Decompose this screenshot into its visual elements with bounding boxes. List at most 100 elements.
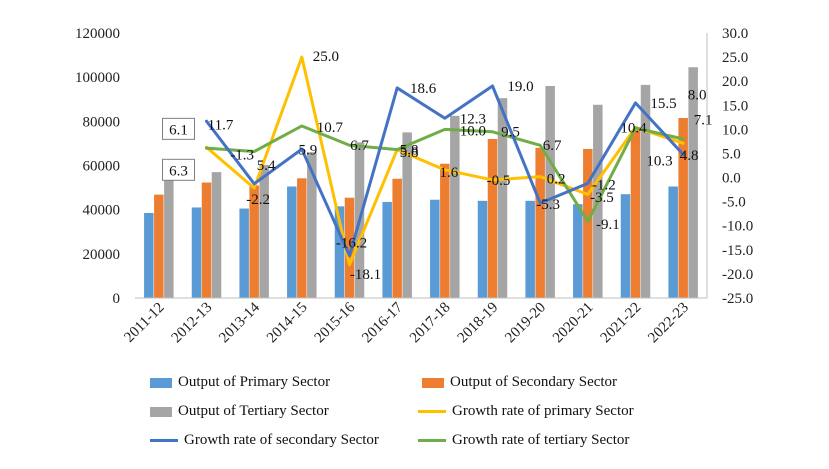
x-axis-tick-label: 2020-21 <box>550 300 597 347</box>
data-label: 18.6 <box>410 81 437 97</box>
legend-swatch <box>418 410 446 413</box>
legend-label: Output of Primary Sector <box>178 374 331 390</box>
line-growth-secondary <box>205 84 685 258</box>
left-axis-tick-label: 60000 <box>83 159 121 175</box>
data-label: -1.3 <box>230 147 254 163</box>
right-axis-tick-label: -20.0 <box>722 267 753 283</box>
data-label: 6.1 <box>169 122 188 138</box>
x-axis-ticks: 2011-12 2012-13 2013-14 2014-15 2015-16 2016-… <box>121 299 692 346</box>
legend-swatch <box>422 377 444 388</box>
bar-secondary <box>392 178 402 298</box>
data-label: 5.9 <box>298 143 317 159</box>
data-label: 19.0 <box>507 79 533 95</box>
data-label: 25.0 <box>313 49 339 65</box>
bar-tertiary <box>545 86 555 298</box>
legend-label: Output of Secondary Sector <box>450 374 618 390</box>
x-axis-tick-label: 2015-16 <box>312 299 359 346</box>
bar-primary <box>525 200 535 298</box>
x-axis-tick-label: 2016-17 <box>359 299 406 346</box>
right-axis-tick-label: 15.0 <box>722 98 748 114</box>
bar-primary <box>239 208 249 298</box>
data-label: -16.2 <box>336 236 367 252</box>
legend-label: Output of Tertiary Sector <box>178 403 329 419</box>
bar-primary <box>144 212 154 298</box>
legend-item-tertiary-output: Output of Tertiary Sector <box>150 403 329 420</box>
bar-tertiary <box>497 98 508 299</box>
x-axis-tick-label: 2014-15 <box>264 300 311 347</box>
data-label: 10.7 <box>317 120 344 136</box>
left-axis-tick-label: 0 <box>113 291 121 307</box>
bar-primary <box>620 194 631 298</box>
data-label-box <box>162 117 195 140</box>
bar-tertiary <box>450 115 460 298</box>
data-label: 8.0 <box>688 88 707 104</box>
data-label: 5.8 <box>400 143 419 159</box>
data-label: 1.6 <box>439 165 458 181</box>
x-axis-tick-label: 2018-19 <box>455 300 502 347</box>
bar-secondary <box>344 197 355 298</box>
data-label: 5.4 <box>257 158 276 174</box>
right-axis-tick-label: 25.0 <box>722 50 748 66</box>
bar-secondary <box>440 163 450 298</box>
data-label: 6.7 <box>350 138 369 154</box>
legend-item-primary-output: Output of Primary Sector <box>150 374 330 391</box>
line-growth-primary <box>205 55 685 267</box>
bar-primary <box>382 201 392 298</box>
bar-primary <box>287 186 297 298</box>
legend-swatch <box>150 406 172 417</box>
data-label: 10.4 <box>620 120 647 136</box>
legend-label: Growth rate of primary Sector <box>452 403 634 419</box>
right-axis-tick-label: -25.0 <box>722 291 753 307</box>
data-label: 5.8 <box>400 145 419 161</box>
data-label: -18.1 <box>350 267 381 283</box>
right-axis-tick-label: -15.0 <box>722 243 753 259</box>
bar-tertiary <box>688 67 698 298</box>
data-label: 9.5 <box>501 124 520 140</box>
bar-tertiary <box>307 152 317 298</box>
right-axis-tick-label: 5.0 <box>722 146 741 162</box>
bar-secondary <box>583 148 593 298</box>
legend-item-tertiary-growth: Growth rate of tertiary Sector <box>418 432 629 449</box>
x-axis-tick-label: 2021-22 <box>598 300 645 347</box>
data-label: 10.3 <box>646 154 672 170</box>
x-axis-tick-label: 2019-20 <box>502 300 549 347</box>
x-axis-tick-label: 2013-14 <box>216 299 263 346</box>
data-label: -5.3 <box>536 197 560 213</box>
data-label: 11.7 <box>208 118 234 134</box>
data-label: 6.7 <box>543 138 562 154</box>
bar-tertiary <box>640 84 651 299</box>
x-axis-tick-label: 2012-13 <box>169 300 216 347</box>
bar-tertiary <box>211 172 222 299</box>
line-group <box>205 55 685 267</box>
bar-primary <box>334 206 345 298</box>
data-label-box <box>162 158 195 181</box>
data-label: 4.8 <box>680 148 699 164</box>
right-axis-tick-label: 10.0 <box>722 122 748 138</box>
data-label: -1.2 <box>592 177 616 193</box>
left-axis-tick-label: 40000 <box>83 203 121 219</box>
bar-tertiary <box>402 132 412 299</box>
data-label: 6.3 <box>169 163 188 179</box>
bar-secondary <box>249 185 259 299</box>
bar-primary <box>573 204 583 298</box>
legend-label: Growth rate of tertiary Sector <box>452 432 630 448</box>
legend-item-primary-growth: Growth rate of primary Sector <box>418 403 634 420</box>
legend-swatch <box>418 439 446 442</box>
data-label: 0.2 <box>547 172 566 188</box>
bar-secondary <box>630 130 641 298</box>
data-label: 15.5 <box>650 96 676 112</box>
legend-item-secondary-growth: Growth rate of secondary Sector <box>150 432 379 449</box>
right-axis-tick-label: 0.0 <box>722 171 741 187</box>
data-label: 10.0 <box>460 123 486 139</box>
bar-primary <box>430 199 440 298</box>
data-label: 12.3 <box>460 111 486 127</box>
x-axis-tick-label: 2017-18 <box>407 300 454 347</box>
data-label: 7.1 <box>694 112 713 128</box>
legend-item-secondary-output: Output of Secondary Sector <box>422 374 617 391</box>
left-axis-tick-label: 100000 <box>75 70 120 86</box>
bar-secondary <box>297 178 307 298</box>
right-axis-tick-label: -5.0 <box>722 195 746 211</box>
data-label: -9.1 <box>596 217 620 233</box>
bar-tertiary <box>259 165 269 298</box>
